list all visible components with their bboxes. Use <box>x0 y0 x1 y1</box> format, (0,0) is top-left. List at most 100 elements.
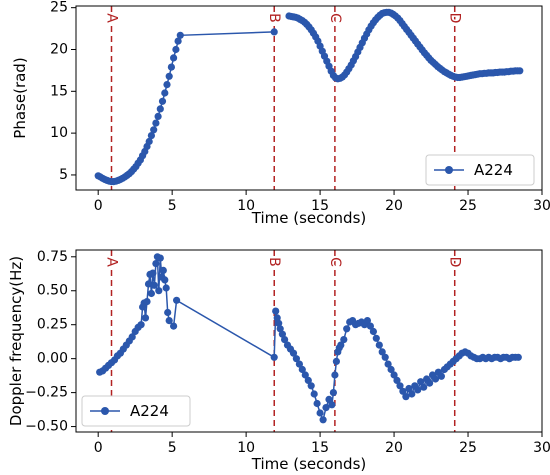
bottom-data-point <box>414 386 422 394</box>
bottom-data-point <box>340 336 348 344</box>
top-event-label-a: A <box>104 13 120 23</box>
bottom-data-point <box>387 365 395 374</box>
bottom-plot-frame <box>75 249 543 433</box>
top-legend-marker <box>445 166 453 174</box>
bottom-x-axis-title: Time (seconds) <box>251 455 367 473</box>
bottom-data-point <box>332 357 340 365</box>
top-data-point <box>174 37 182 45</box>
bottom-data-point <box>304 376 312 384</box>
top-series-line-1 <box>97 31 275 183</box>
bottom-data-point <box>270 353 278 361</box>
bottom-data-point <box>514 353 522 361</box>
bottom-data-point <box>329 389 337 397</box>
bottom-data-point <box>408 390 416 398</box>
bottom-legend-label: A224 <box>130 402 169 420</box>
bottom-data-point <box>295 360 303 368</box>
bottom-data-point <box>150 281 158 289</box>
top-y-tick-label: 15 <box>50 83 68 99</box>
top-data-point <box>163 81 171 89</box>
bottom-x-tick-label: 10 <box>237 440 255 456</box>
top-x-tick-label: 10 <box>237 198 255 214</box>
bottom-x-tick-label: 15 <box>311 440 329 456</box>
top-data-point <box>165 72 173 80</box>
top-data-point <box>176 31 184 39</box>
bottom-data-point <box>369 327 377 336</box>
bottom-data-point <box>276 325 284 333</box>
bottom-y-tick-label: −0.25 <box>25 385 68 401</box>
bottom-x-tick-label: 0 <box>94 440 103 456</box>
bottom-data-point <box>292 355 300 363</box>
bottom-data-point <box>128 333 136 341</box>
bottom-data-point <box>375 341 383 349</box>
bottom-data-point <box>402 393 410 401</box>
bottom-data-point <box>319 416 327 424</box>
bottom-data-point <box>325 395 333 403</box>
bottom-data-point <box>313 399 321 408</box>
bottom-y-tick-label: 0.00 <box>37 351 68 367</box>
top-data-point <box>147 132 155 140</box>
top-y-tick-label: 20 <box>50 41 68 57</box>
bottom-y-tick-label: 0.75 <box>37 249 68 265</box>
bottom-data-point <box>143 298 151 306</box>
bottom-panel: A B C D 0 5 10 15 20 25 30 −0.50 −0.25 0.00 0.25 0.50… <box>7 249 550 473</box>
bottom-y-tick-label: 0.25 <box>37 317 68 333</box>
bottom-data-point <box>165 317 173 325</box>
bottom-data-point <box>159 266 167 274</box>
bottom-data-point <box>384 360 392 368</box>
bottom-legend-box <box>81 395 191 427</box>
top-panel: A B C D 0 5 10 15 20 25 30 5 10 15 20 25 Time (second… <box>11 0 550 227</box>
top-x-tick-label: 15 <box>311 198 329 214</box>
bottom-x-tick-label: 20 <box>385 440 403 456</box>
bottom-y-axis-title: Doppler frequency(Hz) <box>7 256 25 426</box>
bottom-data-point <box>328 401 336 409</box>
bottom-data-point <box>366 322 374 330</box>
bottom-data-point <box>298 365 306 374</box>
top-data-point <box>156 105 164 113</box>
bottom-event-label-c: C <box>327 257 343 267</box>
bottom-data-point <box>426 379 434 387</box>
bottom-data-point <box>337 341 345 349</box>
bottom-data-point <box>431 375 440 383</box>
bottom-data-point <box>273 314 281 322</box>
bottom-data-point <box>301 371 309 379</box>
top-legend-box <box>425 154 535 186</box>
bottom-y-tick-label: −0.50 <box>25 419 68 435</box>
top-legend: A224 <box>425 154 535 186</box>
bottom-data-point <box>170 322 178 330</box>
top-data-point <box>270 28 278 36</box>
bottom-data-point <box>363 317 371 325</box>
bottom-data-point <box>420 383 428 391</box>
bottom-data-point <box>156 254 164 262</box>
top-data-point <box>152 119 160 127</box>
bottom-data-point <box>289 349 298 357</box>
bottom-data-point <box>316 409 324 417</box>
top-data-point <box>167 63 175 71</box>
bottom-data-point <box>281 336 289 344</box>
top-y-tick-label: 10 <box>50 125 68 141</box>
top-data-point <box>170 54 178 62</box>
top-x-axis-title: Time (seconds) <box>251 209 367 227</box>
bottom-data-point <box>331 371 339 379</box>
bottom-event-label-d: D <box>447 257 463 268</box>
bottom-data-point <box>155 287 163 295</box>
bottom-data-point <box>149 269 157 277</box>
top-legend-label: A224 <box>474 161 513 179</box>
bottom-data-point <box>275 319 283 327</box>
top-data-point <box>150 126 158 134</box>
bottom-data-point <box>162 284 170 292</box>
top-x-tick-label: 30 <box>533 198 550 214</box>
bottom-event-label-a: A <box>104 257 120 267</box>
top-data-point <box>158 97 167 105</box>
bottom-data-point <box>144 280 153 288</box>
bottom-y-tick-label: 0.50 <box>37 283 68 299</box>
bottom-data-point <box>343 325 351 333</box>
bottom-data-point <box>322 404 330 412</box>
top-x-tick-label: 25 <box>459 198 477 214</box>
bottom-x-tick-label: 30 <box>533 440 550 456</box>
top-event-label-b: B <box>266 13 282 23</box>
bottom-data-point <box>390 371 398 379</box>
bottom-data-point <box>405 384 413 393</box>
bottom-x-tick-label: 25 <box>459 440 477 456</box>
top-y-tick-label: 5 <box>59 167 68 183</box>
